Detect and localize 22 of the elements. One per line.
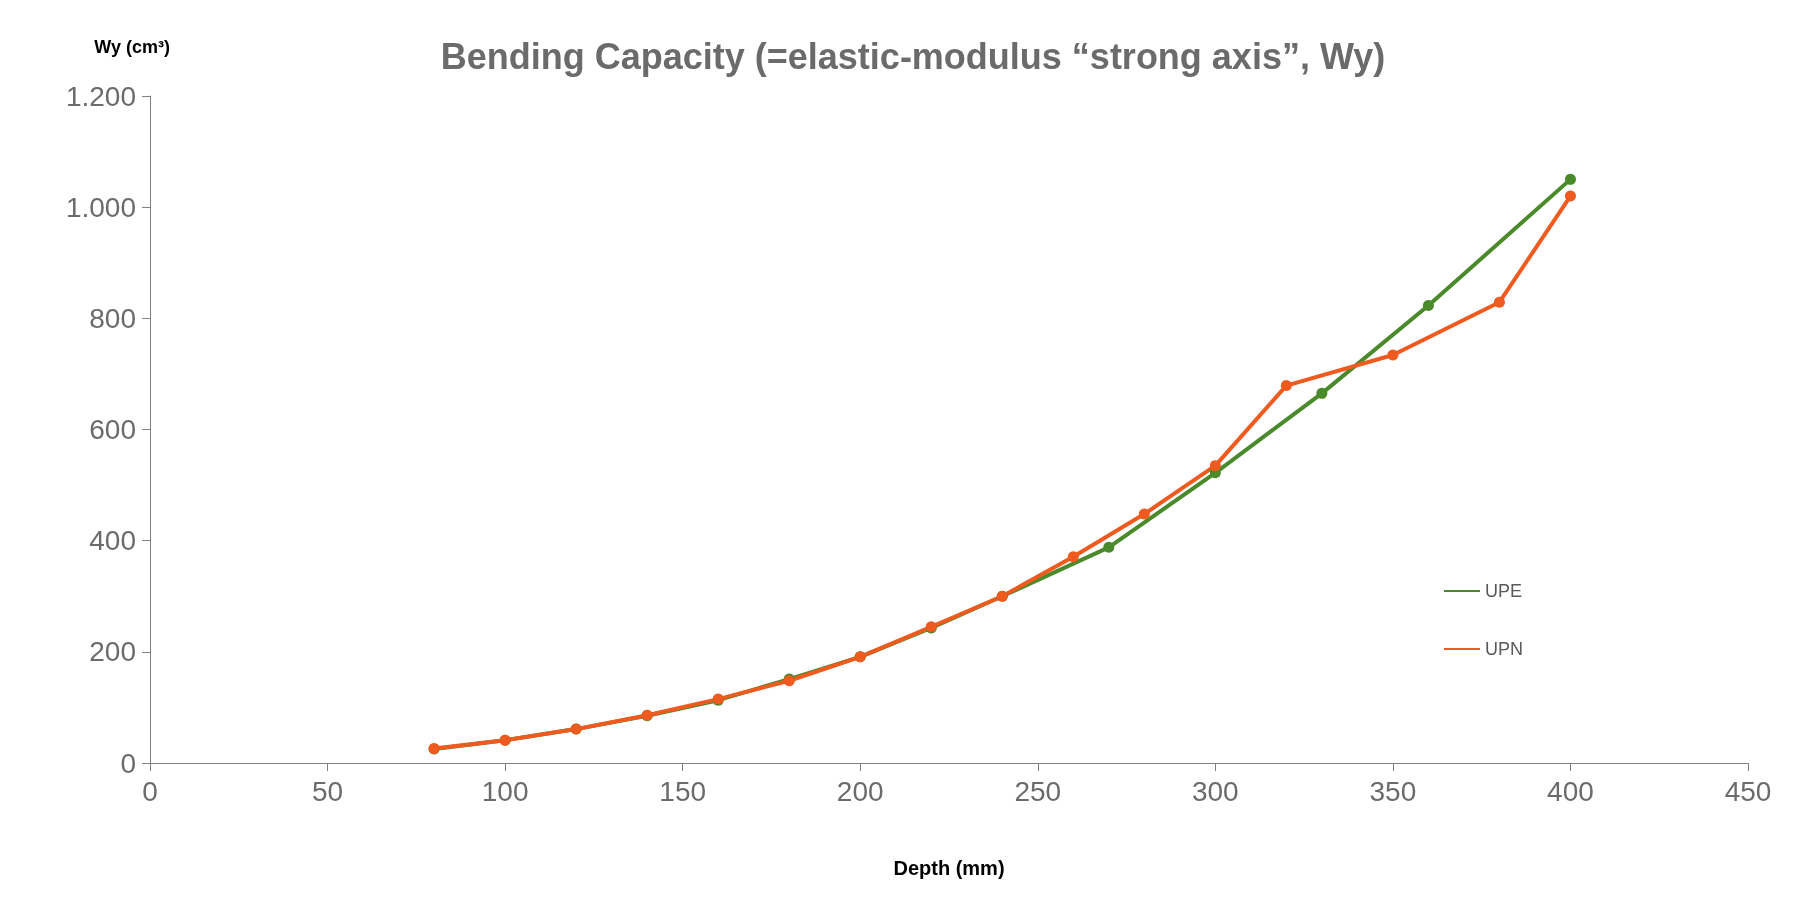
x-tick-label: 0 <box>142 775 158 807</box>
y-tick-label: 200 <box>89 636 136 668</box>
y-tick-label: 0 <box>120 747 136 779</box>
x-tick-label: 100 <box>481 775 529 807</box>
x-tick-label: 450 <box>1724 775 1772 807</box>
chart-title: Bending Capacity (=elastic-modulus “strong axis”, Wy) <box>440 35 1386 77</box>
x-tick-label: 50 <box>311 775 344 807</box>
x-tick-label: 200 <box>836 775 884 807</box>
x-tick-label: 250 <box>1014 775 1062 807</box>
y-axis-title: Wy (cm³) <box>94 37 170 57</box>
y-tick-label: 600 <box>89 414 136 445</box>
legend-label: UPE <box>1485 581 1523 601</box>
x-axis-title: Depth (mm) <box>893 857 1005 879</box>
y-tick-label: 400 <box>89 525 136 557</box>
x-tick-label: 350 <box>1369 775 1417 807</box>
y-tick-label: 1.000 <box>65 191 136 223</box>
x-tick-label: 150 <box>659 775 707 807</box>
x-tick-label: 400 <box>1547 775 1594 807</box>
legend-label: UPN <box>1485 639 1524 659</box>
y-tick-label: 1.200 <box>65 80 136 112</box>
x-tick-label: 300 <box>1191 775 1239 807</box>
y-tick-label: 800 <box>89 302 136 334</box>
